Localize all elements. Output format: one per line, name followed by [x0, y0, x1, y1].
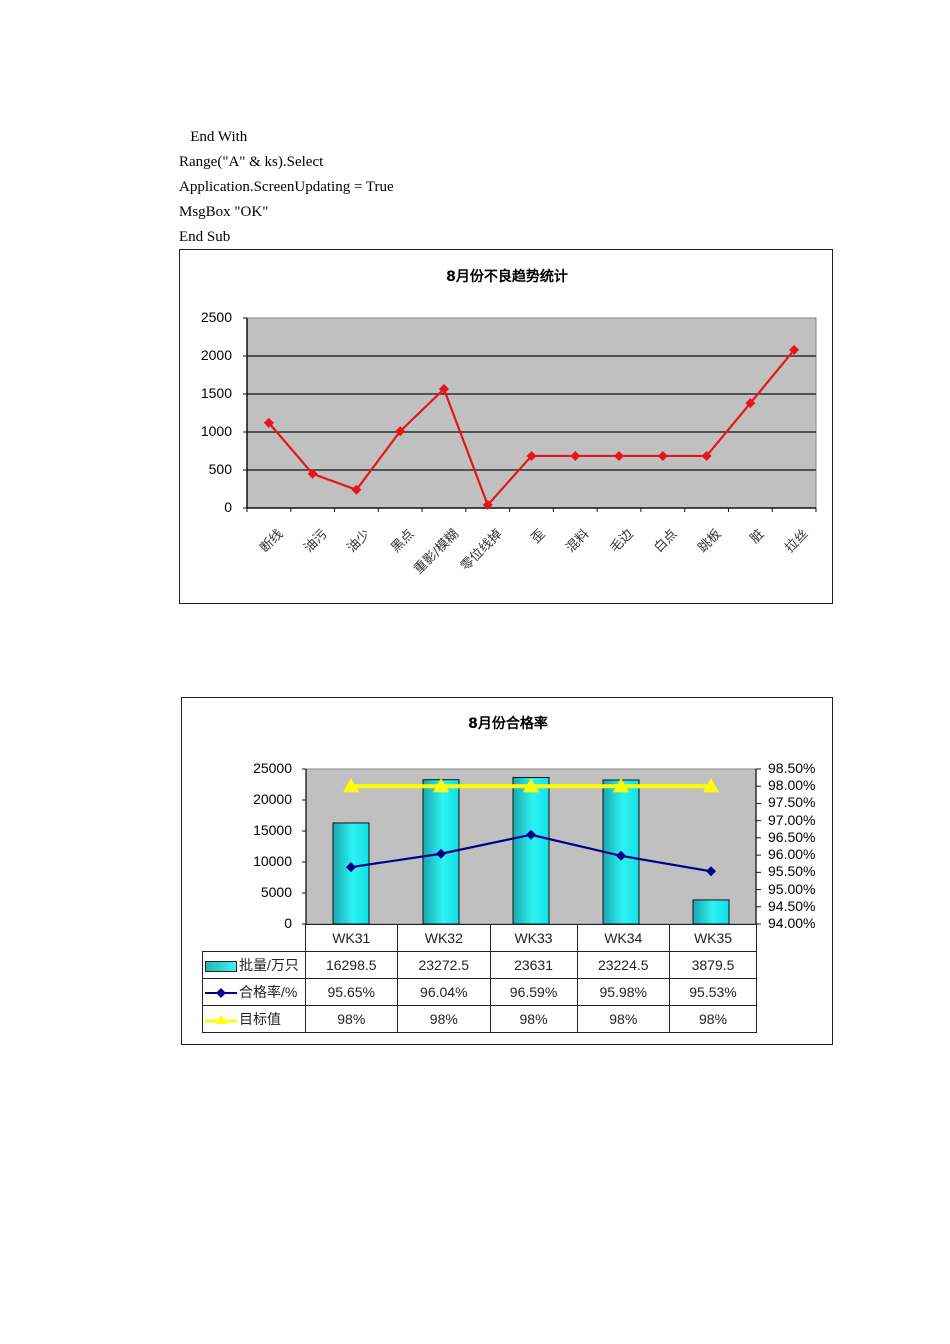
- table-row: 批量/万只 16298.5 23272.5 23631 23224.5 3879…: [202, 951, 757, 979]
- value-cell: 98%: [489, 1005, 578, 1033]
- y-tick-label: 1000: [200, 423, 232, 439]
- left-y-tick-label: 15000: [253, 822, 292, 838]
- right-y-tick-label: 98.00%: [768, 777, 816, 794]
- value-cell: 3879.5: [669, 951, 757, 979]
- category-cell: WK33: [489, 924, 578, 952]
- value-cell: 16298.5: [304, 951, 399, 979]
- category-cell: WK32: [397, 924, 491, 952]
- value-cell: 23272.5: [397, 951, 491, 979]
- value-cell: 95.65%: [304, 978, 399, 1006]
- series-label: 批量/万只: [239, 957, 299, 973]
- code-line: End With: [179, 129, 248, 145]
- value-cell: 23224.5: [576, 951, 671, 979]
- value-cell: 96.59%: [489, 978, 578, 1006]
- diamond-line-legend-icon: [205, 988, 237, 999]
- empty-corner: [202, 924, 306, 952]
- right-y-tick-label: 98.50%: [768, 760, 816, 776]
- series-label: 目标值: [239, 1011, 281, 1027]
- bar-legend-icon: [205, 960, 237, 972]
- y-tick-label: 0: [224, 499, 232, 515]
- right-y-tick-label: 95.00%: [768, 880, 816, 897]
- value-cell: 95.53%: [669, 978, 757, 1006]
- left-y-tick-label: 10000: [253, 853, 292, 869]
- right-y-tick-label: 97.50%: [768, 794, 816, 811]
- pass-rate-chart: 8月份合格率 0 5000 10000 15000 20000 25000 94.00% 9…: [181, 697, 833, 1045]
- left-y-tick-label: 25000: [253, 760, 292, 776]
- code-line: End Sub: [179, 229, 231, 245]
- value-cell: 98%: [304, 1005, 399, 1033]
- category-cell: WK34: [576, 924, 671, 952]
- right-y-tick-label: 96.00%: [768, 846, 816, 863]
- left-y-tick-label: 0: [284, 915, 292, 931]
- table-row: 目标值 98% 98% 98% 98% 98%: [202, 1005, 757, 1033]
- code-line: Range("A" & ks).Select: [179, 154, 324, 170]
- right-y-tick-label: 96.50%: [768, 828, 816, 845]
- triangle-line-legend-icon: [205, 1015, 237, 1025]
- y-tick-label: 2500: [200, 309, 232, 325]
- category-cell: WK35: [669, 924, 757, 952]
- left-y-tick-label: 20000: [253, 791, 292, 807]
- value-cell: 96.04%: [397, 978, 491, 1006]
- legend-target: 目标值: [202, 1005, 306, 1033]
- value-cell: 23631: [489, 951, 578, 979]
- line-plot: [243, 317, 817, 512]
- right-y-tick-label: 94.50%: [768, 897, 816, 914]
- right-y-tick-label: 95.50%: [768, 863, 816, 880]
- table-header-row: WK31 WK32 WK33 WK34 WK35: [202, 924, 757, 952]
- y-tick-label: 1500: [200, 385, 232, 401]
- legend-batch: 批量/万只: [202, 951, 306, 979]
- value-cell: 98%: [669, 1005, 757, 1033]
- right-y-tick-label: 97.00%: [768, 811, 816, 828]
- value-cell: 98%: [576, 1005, 671, 1033]
- code-line: MsgBox "OK": [179, 204, 269, 220]
- y-tick-label: 2000: [200, 347, 232, 363]
- code-line: Application.ScreenUpdating = True: [179, 179, 394, 195]
- value-cell: 98%: [397, 1005, 491, 1033]
- data-table: WK31 WK32 WK33 WK34 WK35 批量/万只 16298.5 2…: [202, 924, 757, 1033]
- legend-pass-rate: 合格率/%: [202, 978, 306, 1006]
- table-row: 合格率/% 95.65% 96.04% 96.59% 95.98% 95.53%: [202, 978, 757, 1006]
- combo-plot: [302, 768, 761, 925]
- chart-title: 8月份合格率: [468, 716, 548, 732]
- series-label: 合格率/%: [239, 984, 298, 1000]
- category-cell: WK31: [304, 924, 399, 952]
- defect-trend-chart: 8月份不良趋势统计 0 500 1000 1500 2000 2500 断线 油污 油少 黑点重…: [179, 249, 833, 604]
- chart-title: 8月份不良趋势统计: [446, 269, 568, 285]
- right-y-tick-label: 94.00%: [768, 915, 816, 931]
- left-y-tick-label: 5000: [260, 884, 292, 900]
- value-cell: 95.98%: [576, 978, 671, 1006]
- y-tick-label: 500: [208, 461, 232, 477]
